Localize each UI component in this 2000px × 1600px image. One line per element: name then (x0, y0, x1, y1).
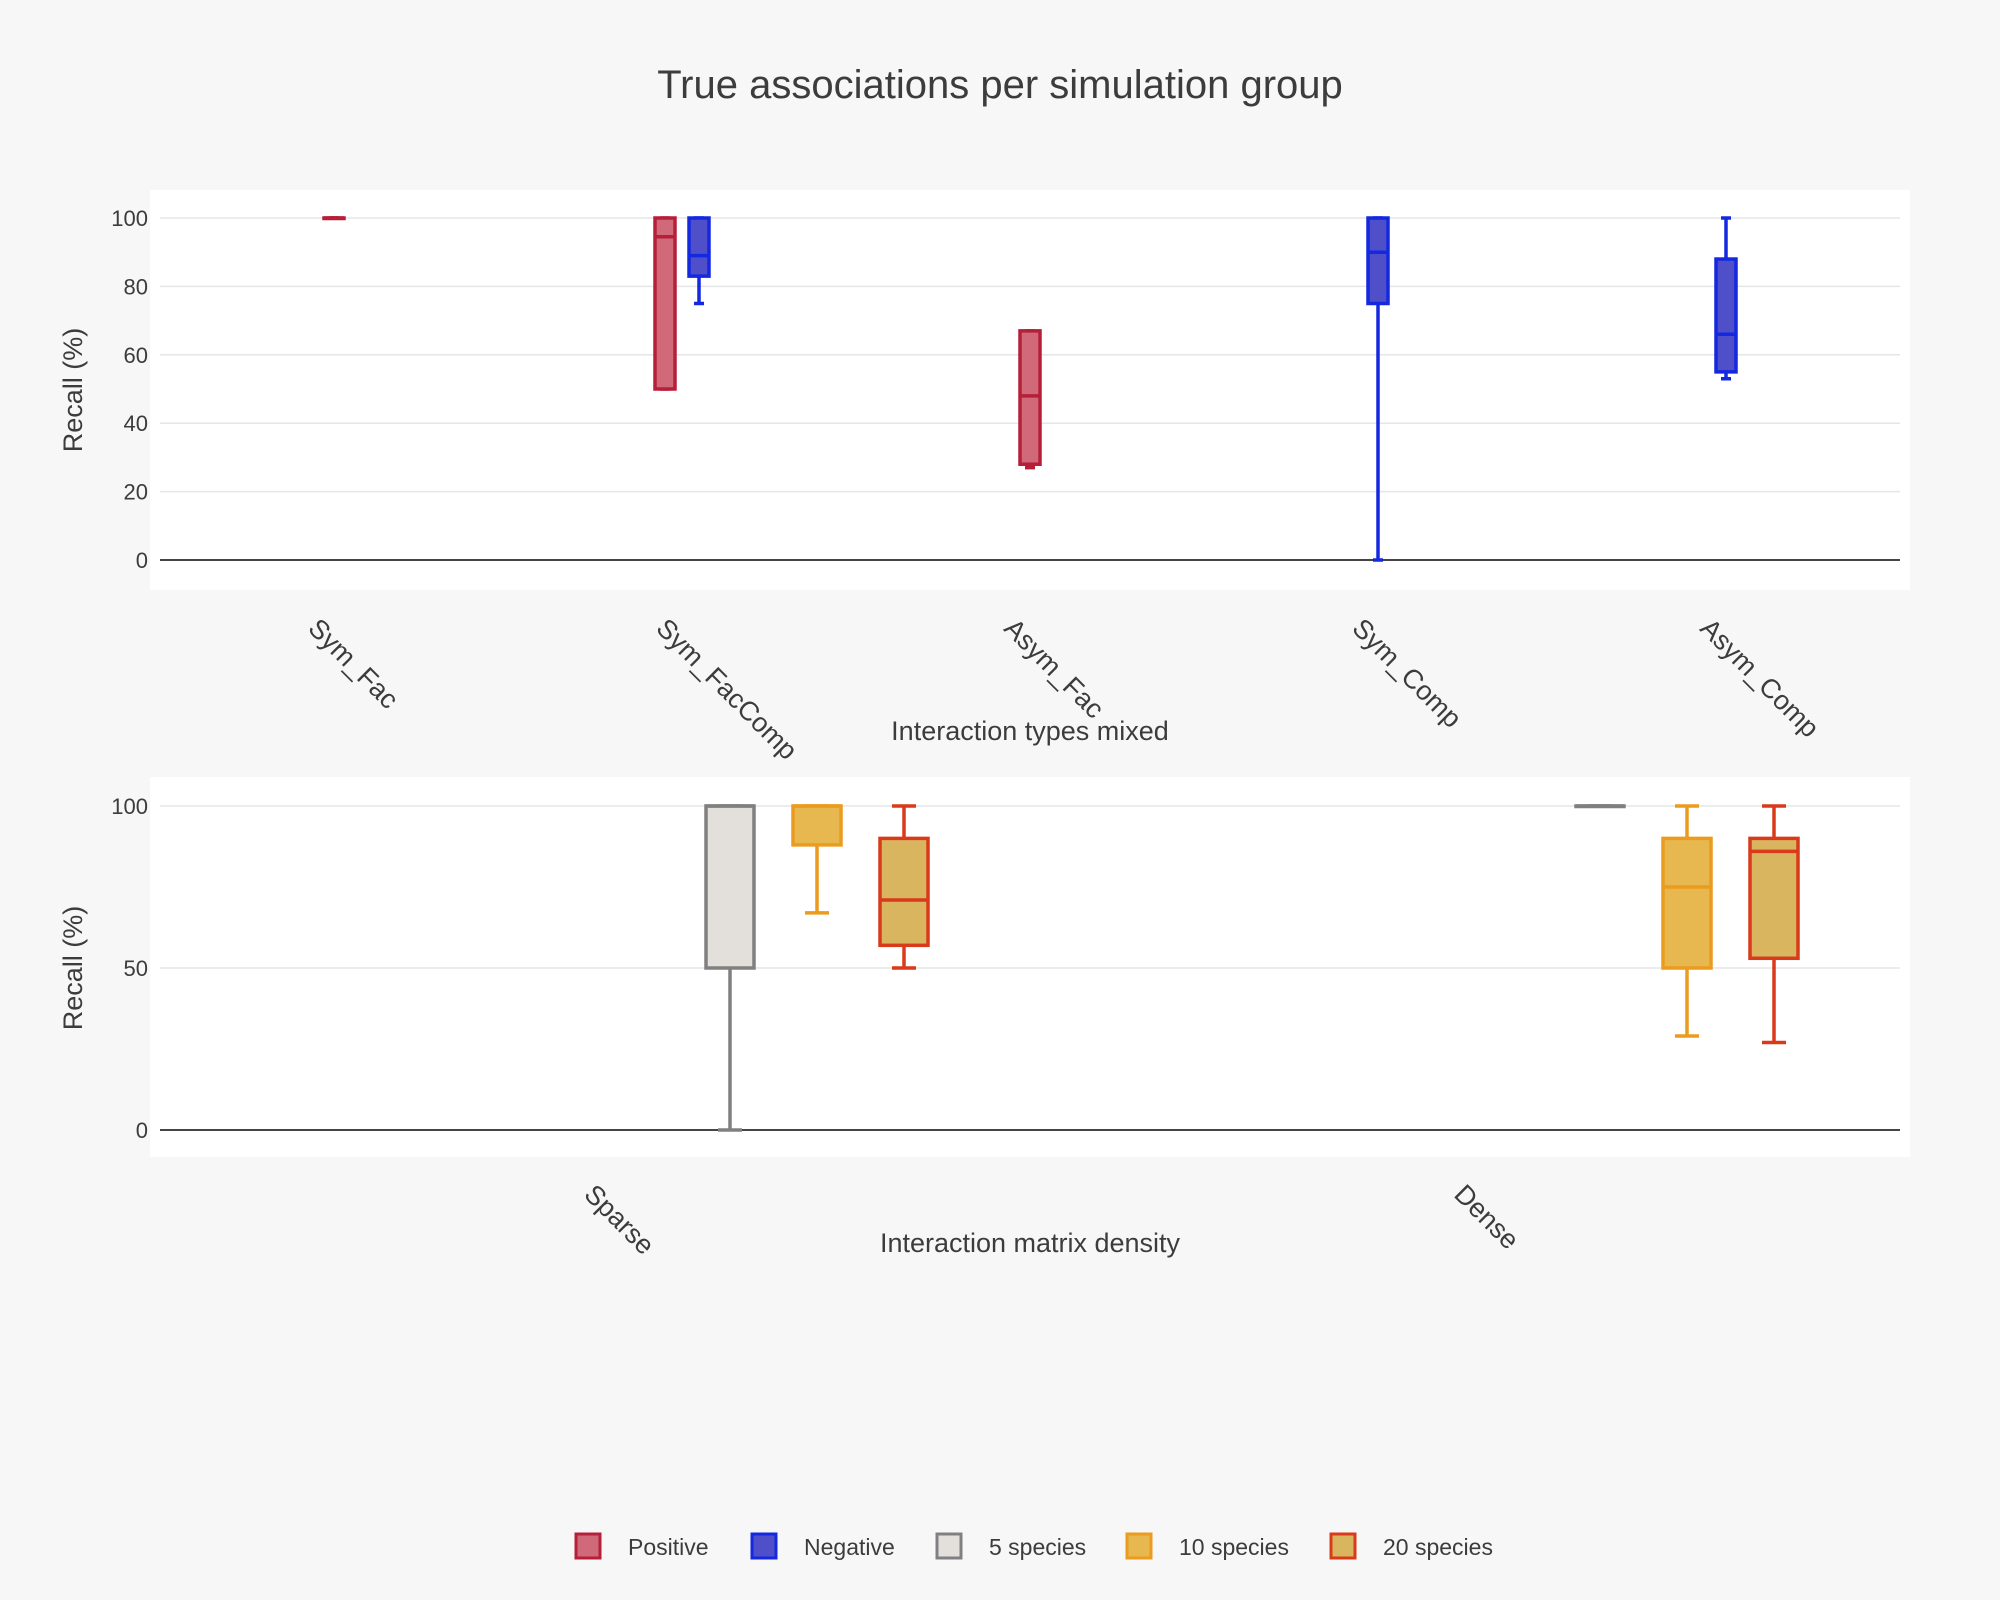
legend-swatch (1125, 1532, 1153, 1560)
iqr-box (704, 804, 756, 970)
x-tick-label: Sym_Comp (1346, 613, 1467, 734)
iqr-box (653, 216, 677, 391)
legend: Positive Negative 5 species 10 species 20 sp… (574, 1532, 1493, 1560)
box-negative (1366, 216, 1390, 562)
box-10-species (1661, 804, 1713, 1038)
y-tick-label: 80 (124, 274, 148, 299)
iqr-box (791, 804, 843, 847)
legend-label: Positive (628, 1534, 709, 1560)
y-tick-label: 50 (124, 956, 148, 981)
legend-label: 5 species (989, 1534, 1086, 1560)
box-negative (1714, 216, 1738, 381)
x-axis-title: Interaction types mixed (891, 716, 1169, 746)
y-tick-label: 40 (124, 411, 148, 436)
y-tick-label: 0 (136, 548, 148, 573)
y-tick-label: 20 (124, 480, 148, 505)
legend-label: 10 species (1179, 1534, 1289, 1560)
box-5-species (704, 804, 756, 1132)
panel-interaction-types: 0 20 40 60 80 100 Sym_Fac Sym_FacComp Asym_Fac S… (58, 190, 1910, 765)
iqr-box (1366, 216, 1390, 306)
legend-swatch (1329, 1532, 1357, 1560)
iqr-box (878, 836, 930, 948)
legend-label: Negative (804, 1534, 895, 1560)
box-positive (322, 216, 346, 221)
y-axis-title: Recall (%) (58, 328, 88, 453)
y-tick-label: 0 (136, 1118, 148, 1143)
x-tick-label: Asym_Comp (1694, 613, 1824, 743)
iqr-box (1748, 836, 1800, 961)
box-10-species (791, 804, 843, 915)
legend-swatch (750, 1532, 778, 1560)
box-positive (653, 216, 677, 391)
iqr-box (1661, 836, 1713, 970)
y-tick-label: 100 (111, 206, 148, 231)
box-5-species (1574, 804, 1626, 809)
x-axis-title: Interaction matrix density (880, 1228, 1181, 1258)
legend-swatch (935, 1532, 963, 1560)
y-tick-label: 60 (124, 343, 148, 368)
legend-swatch (574, 1532, 602, 1560)
x-tick-label: Dense (1448, 1179, 1524, 1255)
iqr-box (687, 216, 711, 278)
box-positive (1018, 329, 1042, 470)
legend-label: 20 species (1383, 1534, 1493, 1560)
panel-matrix-density: 0 50 100 Sparse Dense Recall (%) Interactio… (58, 777, 1910, 1260)
iqr-box (1714, 257, 1738, 374)
chart-title: True associations per simulation group (657, 63, 1343, 107)
box-negative (687, 216, 711, 306)
x-tick-label: Sym_Fac (302, 613, 404, 715)
plot-area (150, 777, 1910, 1157)
x-tick-label: Asym_Fac (998, 613, 1109, 724)
y-tick-label: 100 (111, 794, 148, 819)
box-20-species (878, 804, 930, 970)
y-axis-title: Recall (%) (58, 906, 88, 1031)
x-tick-label: Sym_FacComp (650, 613, 803, 766)
x-tick-label: Sparse (578, 1179, 660, 1261)
box-20-species (1748, 804, 1800, 1045)
